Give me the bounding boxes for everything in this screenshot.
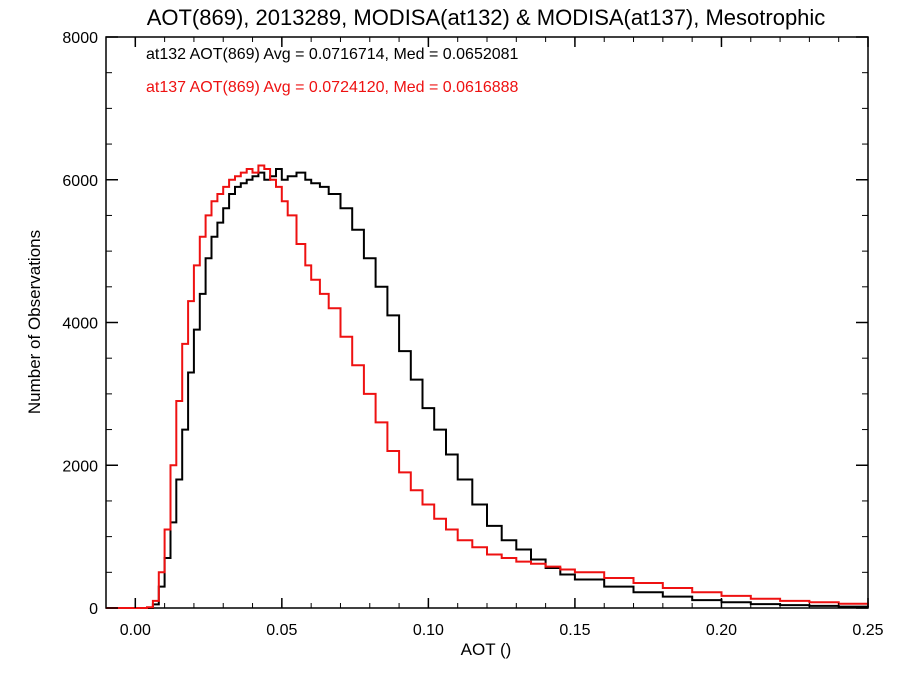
ticks-layer: 0.00 0.05 0.10 0.15 0.20 0.25 0 2000 4000 6000 800… [62, 30, 883, 639]
x-tick-label: 0.10 [413, 622, 444, 639]
y-tick-label: 6000 [62, 173, 98, 190]
legend: at132 AOT(869) Avg = 0.0716714, Med = 0.… [146, 46, 519, 96]
series-at137-line [106, 164, 869, 609]
y-tick-label: 0 [89, 601, 98, 618]
series-at132-line [106, 168, 869, 609]
x-tick-label: 0.25 [852, 622, 883, 639]
legend-entry-at132: at132 AOT(869) Avg = 0.0716714, Med = 0.… [146, 46, 519, 63]
chart-title: AOT(869), 2013289, MODISA(at132) & MODIS… [147, 5, 826, 30]
series-layer [106, 164, 869, 609]
plot-area: 0.00 0.05 0.10 0.15 0.20 0.25 0 2000 4000 6000 800… [62, 30, 883, 639]
y-tick-label: 4000 [62, 316, 98, 333]
x-axis-label: AOT () [461, 640, 512, 659]
y-axis-label: Number of Observations [25, 230, 44, 414]
x-tick-label: 0.00 [120, 622, 151, 639]
x-tick-label: 0.05 [266, 622, 297, 639]
x-tick-label: 0.15 [559, 622, 590, 639]
y-tick-label: 2000 [62, 458, 98, 475]
legend-entry-at137: at137 AOT(869) Avg = 0.0724120, Med = 0.… [146, 79, 519, 96]
y-tick-label: 8000 [62, 30, 98, 47]
x-tick-label: 0.20 [706, 622, 737, 639]
